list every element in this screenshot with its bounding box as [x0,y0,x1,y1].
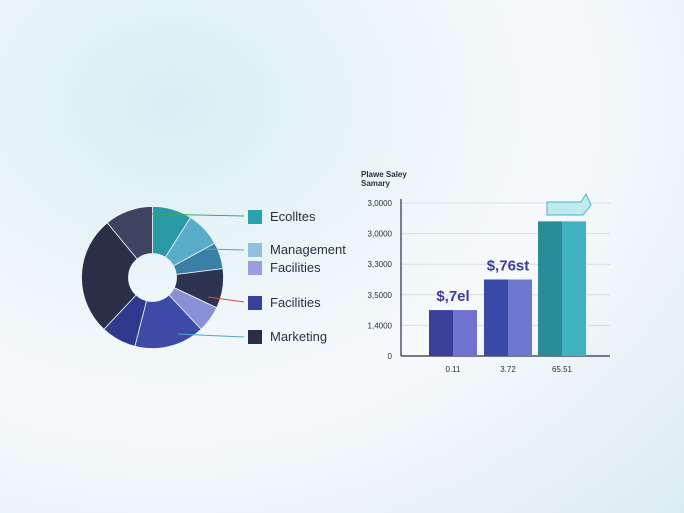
legend-swatch [248,295,262,310]
x-tick-label: 65.51 [552,365,573,374]
bar-2-left [484,279,508,356]
y-tick-label: 3,3000 [368,260,393,269]
bar-value-label: $,7el [436,288,469,305]
legend-item-management: Management [248,242,346,257]
y-tick-label: 0 [388,352,393,361]
y-tick-label: 3,0000 [368,230,393,239]
legend-swatch [248,329,262,344]
bar-chart-title: Plawe Saley Samary [361,170,407,188]
donut-svg [81,206,224,349]
x-tick-label: 0.11 [446,365,462,374]
legend-item-marketing: Marketing [248,329,327,344]
legend-item-facilities-dark: Facilities [248,295,321,310]
badge-arrow-icon [546,192,592,216]
legend-label: Facilities [270,295,321,310]
bar-1-left [429,310,453,356]
bar-chart: 0 1,4000 3,5000 3,3000 3,0000 3,0000 $,7el 0.11… [368,192,610,374]
y-tick-label: 3,0000 [368,199,393,208]
donut-slice-9 [106,206,153,260]
legend-label: Management [270,242,346,257]
legend-label: Marketing [270,329,328,344]
bar-3-right [562,221,586,356]
y-tick-label: 1,4000 [368,321,393,330]
legend-item-ecolltes: Ecolltes [248,209,316,224]
donut-slice-8 [81,222,138,330]
bar-1-right [453,310,477,356]
bar-value-label: $,76st [487,258,530,275]
legend-label: Facilities [270,260,321,275]
legend-swatch [248,242,262,257]
bar-2-right [508,279,532,356]
legend-label: Ecolltes [270,209,316,224]
legend-swatch [248,209,262,224]
y-tick-label: 3,5000 [368,291,393,300]
x-tick-label: 3.72 [500,365,516,374]
legend-item-facilities-light: Facilities [248,260,321,275]
legend-swatch [248,260,262,275]
donut-chart [80,205,225,350]
bar-3-left [538,221,562,356]
